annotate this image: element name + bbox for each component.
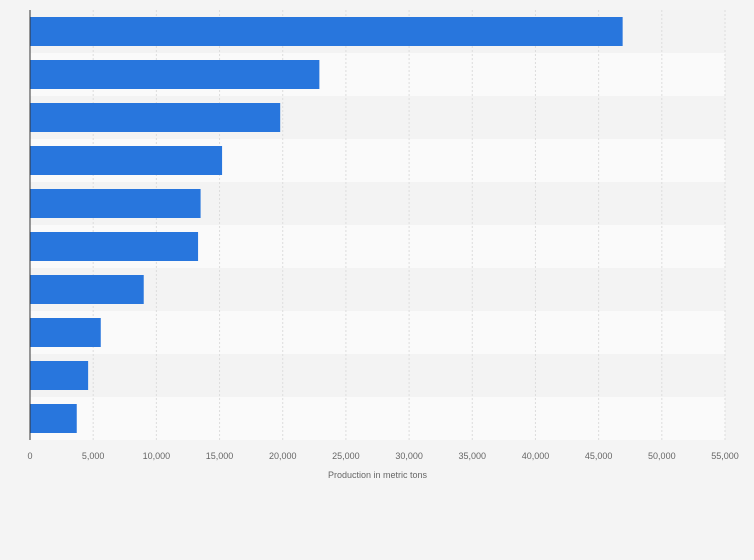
bars: [30, 17, 623, 433]
x-tick-label: 5,000: [82, 451, 105, 461]
x-tick-label: 45,000: [585, 451, 613, 461]
row-band: [30, 268, 725, 311]
x-tick-label: 15,000: [206, 451, 234, 461]
row-band: [30, 311, 725, 354]
x-tick-label: 55,000: [711, 451, 739, 461]
bar[interactable]: [30, 318, 101, 347]
bar[interactable]: [30, 60, 320, 89]
x-tick-label: 0: [27, 451, 32, 461]
x-tick-label: 10,000: [143, 451, 171, 461]
x-tick-label: 20,000: [269, 451, 297, 461]
bar[interactable]: [30, 404, 77, 433]
bar[interactable]: [30, 17, 623, 46]
x-tick-labels: 0 5,000 10,000 15,000 20,000 25,000 30,000 35,0…: [27, 451, 738, 461]
bar[interactable]: [30, 146, 223, 175]
bar[interactable]: [30, 103, 281, 132]
bar[interactable]: [30, 232, 199, 261]
x-tick-label: 35,000: [459, 451, 487, 461]
x-tick-label: 30,000: [395, 451, 423, 461]
x-tick-label: 25,000: [332, 451, 360, 461]
row-band: [30, 354, 725, 397]
x-axis-label: Production in metric tons: [328, 470, 428, 480]
bar[interactable]: [30, 275, 144, 304]
bar[interactable]: [30, 361, 89, 390]
row-band: [30, 397, 725, 440]
x-tick-label: 40,000: [522, 451, 550, 461]
x-tick-label: 50,000: [648, 451, 676, 461]
bar[interactable]: [30, 189, 201, 218]
